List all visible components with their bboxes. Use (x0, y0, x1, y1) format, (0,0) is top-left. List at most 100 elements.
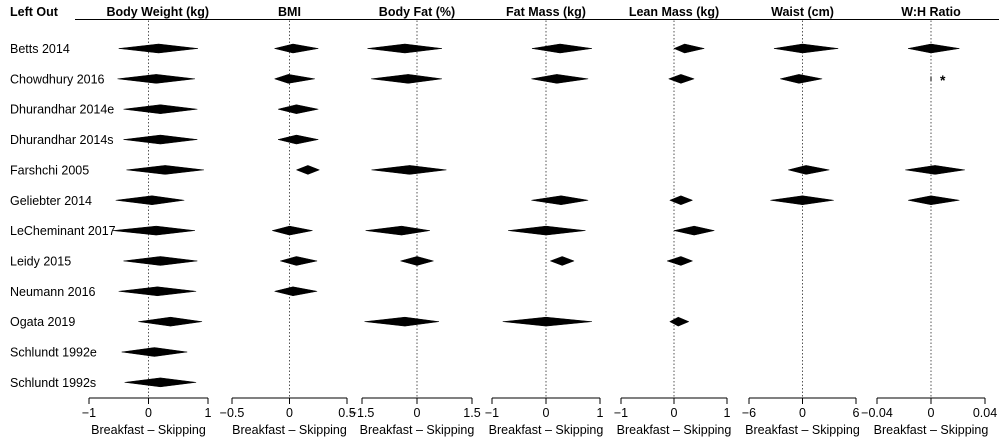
panel: Lean Mass (kg) −1 0 1 Breakfast – Skipping (607, 5, 741, 437)
estimate-diamond (123, 134, 198, 145)
study-label: Geliebter 2014 (10, 194, 92, 208)
x-tick-label: −6 (742, 406, 756, 420)
panel-title: Lean Mass (kg) (629, 5, 719, 19)
estimate-diamond (123, 256, 198, 266)
estimate-diamond (121, 347, 188, 357)
x-tick-label: −1 (485, 406, 499, 420)
x-tick-label: 0 (543, 406, 550, 420)
estimate-diamond (667, 74, 695, 84)
panel-title: BMI (278, 5, 301, 19)
left-out-header: Left Out (10, 5, 59, 19)
estimate-diamond (112, 225, 195, 236)
estimate-diamond (117, 74, 195, 84)
estimate-diamond (531, 43, 592, 54)
estimate-diamond (905, 165, 965, 175)
x-tick-label: 0 (799, 406, 806, 420)
x-tick-label: −1.5 (350, 406, 375, 420)
estimate-diamond (502, 316, 592, 327)
panel-title: W:H Ratio (901, 5, 961, 19)
x-axis-label: Breakfast – Skipping (617, 423, 732, 437)
x-tick-label: −1 (614, 406, 628, 420)
estimate-diamond (115, 195, 185, 206)
estimate-diamond (277, 134, 319, 145)
estimate-diamond (508, 225, 586, 236)
panel: Body Weight (kg) −1 0 1 Breakfast – Skipping (75, 5, 222, 437)
estimate-diamond (531, 195, 589, 206)
estimate-diamond (274, 43, 319, 54)
estimate-diamond (549, 256, 575, 266)
study-label: Betts 2014 (10, 42, 70, 56)
panel-title: Waist (cm) (771, 5, 834, 19)
estimate-diamond (277, 104, 319, 114)
estimate-diamond (274, 286, 318, 297)
x-axis-label: Breakfast – Skipping (91, 423, 206, 437)
study-label: Dhurandhar 2014s (10, 133, 114, 147)
study-label: Schlundt 1992e (10, 346, 97, 360)
x-axis-label: Breakfast – Skipping (232, 423, 347, 437)
x-tick-label: 0.04 (973, 406, 997, 420)
panel-title: Fat Mass (kg) (506, 5, 586, 19)
study-labels: Betts 2014 Chowdhury 2016 Dhurandhar 2014e… (10, 42, 116, 390)
estimate-diamond (673, 43, 705, 54)
panel: Waist (cm) −6 0 6 Breakfast – Skipping (735, 5, 870, 437)
study-label: Leidy 2015 (10, 254, 71, 268)
x-tick-label: 6 (853, 406, 860, 420)
estimate-diamond (365, 225, 430, 236)
estimate-diamond (124, 377, 197, 388)
study-label: Ogata 2019 (10, 315, 75, 329)
x-tick-label: 0 (671, 406, 678, 420)
estimate-diamond (271, 225, 313, 236)
estimate-diamond (773, 43, 839, 54)
x-tick-label: 1.5 (463, 406, 480, 420)
x-tick-label: 1 (724, 406, 731, 420)
estimate-diamond (118, 286, 197, 297)
x-tick-label: 0 (286, 406, 293, 420)
estimate-diamond (295, 165, 321, 175)
estimate-diamond (279, 256, 318, 266)
estimate-diamond (673, 225, 715, 236)
study-label: Chowdhury 2016 (10, 72, 105, 86)
estimate-diamond (666, 256, 694, 266)
estimate-diamond (770, 195, 834, 206)
study-label: Dhurandhar 2014e (10, 103, 114, 117)
x-tick-label: 1 (597, 406, 604, 420)
estimate-diamond (126, 165, 204, 175)
panel: BMI −0.5 0 0.5 Breakfast – Skipping (218, 5, 361, 437)
study-label: LeCheminant 2017 (10, 224, 116, 238)
x-tick-label: 0.5 (338, 406, 355, 420)
estimate-diamond (780, 74, 823, 84)
x-tick-label: −1 (82, 406, 96, 420)
estimate-diamond (138, 316, 203, 327)
estimate-diamond (118, 43, 198, 54)
estimate-diamond (399, 256, 435, 266)
x-axis-label: Breakfast – Skipping (745, 423, 860, 437)
x-tick-label: −0.5 (220, 406, 245, 420)
estimate-diamond (273, 74, 315, 84)
panels: Body Weight (kg) −1 0 1 Breakfast – Skipping… (75, 5, 999, 437)
estimate-diamond (669, 316, 690, 327)
study-label: Schlundt 1992s (10, 376, 96, 390)
panel: Body Fat (%) −1.5 0 1.5 Breakfast – Skipping (348, 5, 486, 437)
estimate-diamond (788, 165, 830, 175)
estimate-diamond (908, 195, 960, 206)
estimate-diamond (123, 104, 198, 114)
estimate-diamond (367, 43, 442, 54)
panel: W:H Ratio −0.04 0 0.04 Breakfast – Skipping * (861, 5, 999, 437)
x-tick-label: 0 (145, 406, 152, 420)
estimate-diamond (908, 43, 960, 54)
estimate-diamond (669, 195, 694, 206)
x-axis-label: Breakfast – Skipping (489, 423, 604, 437)
study-label: Neumann 2016 (10, 285, 96, 299)
panel-title: Body Fat (%) (379, 5, 455, 19)
estimate-diamond (531, 74, 589, 84)
x-axis-label: Breakfast – Skipping (360, 423, 475, 437)
panel: Fat Mass (kg) −1 0 1 Breakfast – Skipping (478, 5, 614, 437)
estimate-diamond (371, 165, 447, 175)
estimate-diamond (364, 316, 440, 327)
x-tick-label: 1 (205, 406, 212, 420)
x-tick-label: 0 (928, 406, 935, 420)
study-label: Farshchi 2005 (10, 163, 89, 177)
x-axis-label: Breakfast – Skipping (874, 423, 989, 437)
x-tick-label: 0 (414, 406, 421, 420)
